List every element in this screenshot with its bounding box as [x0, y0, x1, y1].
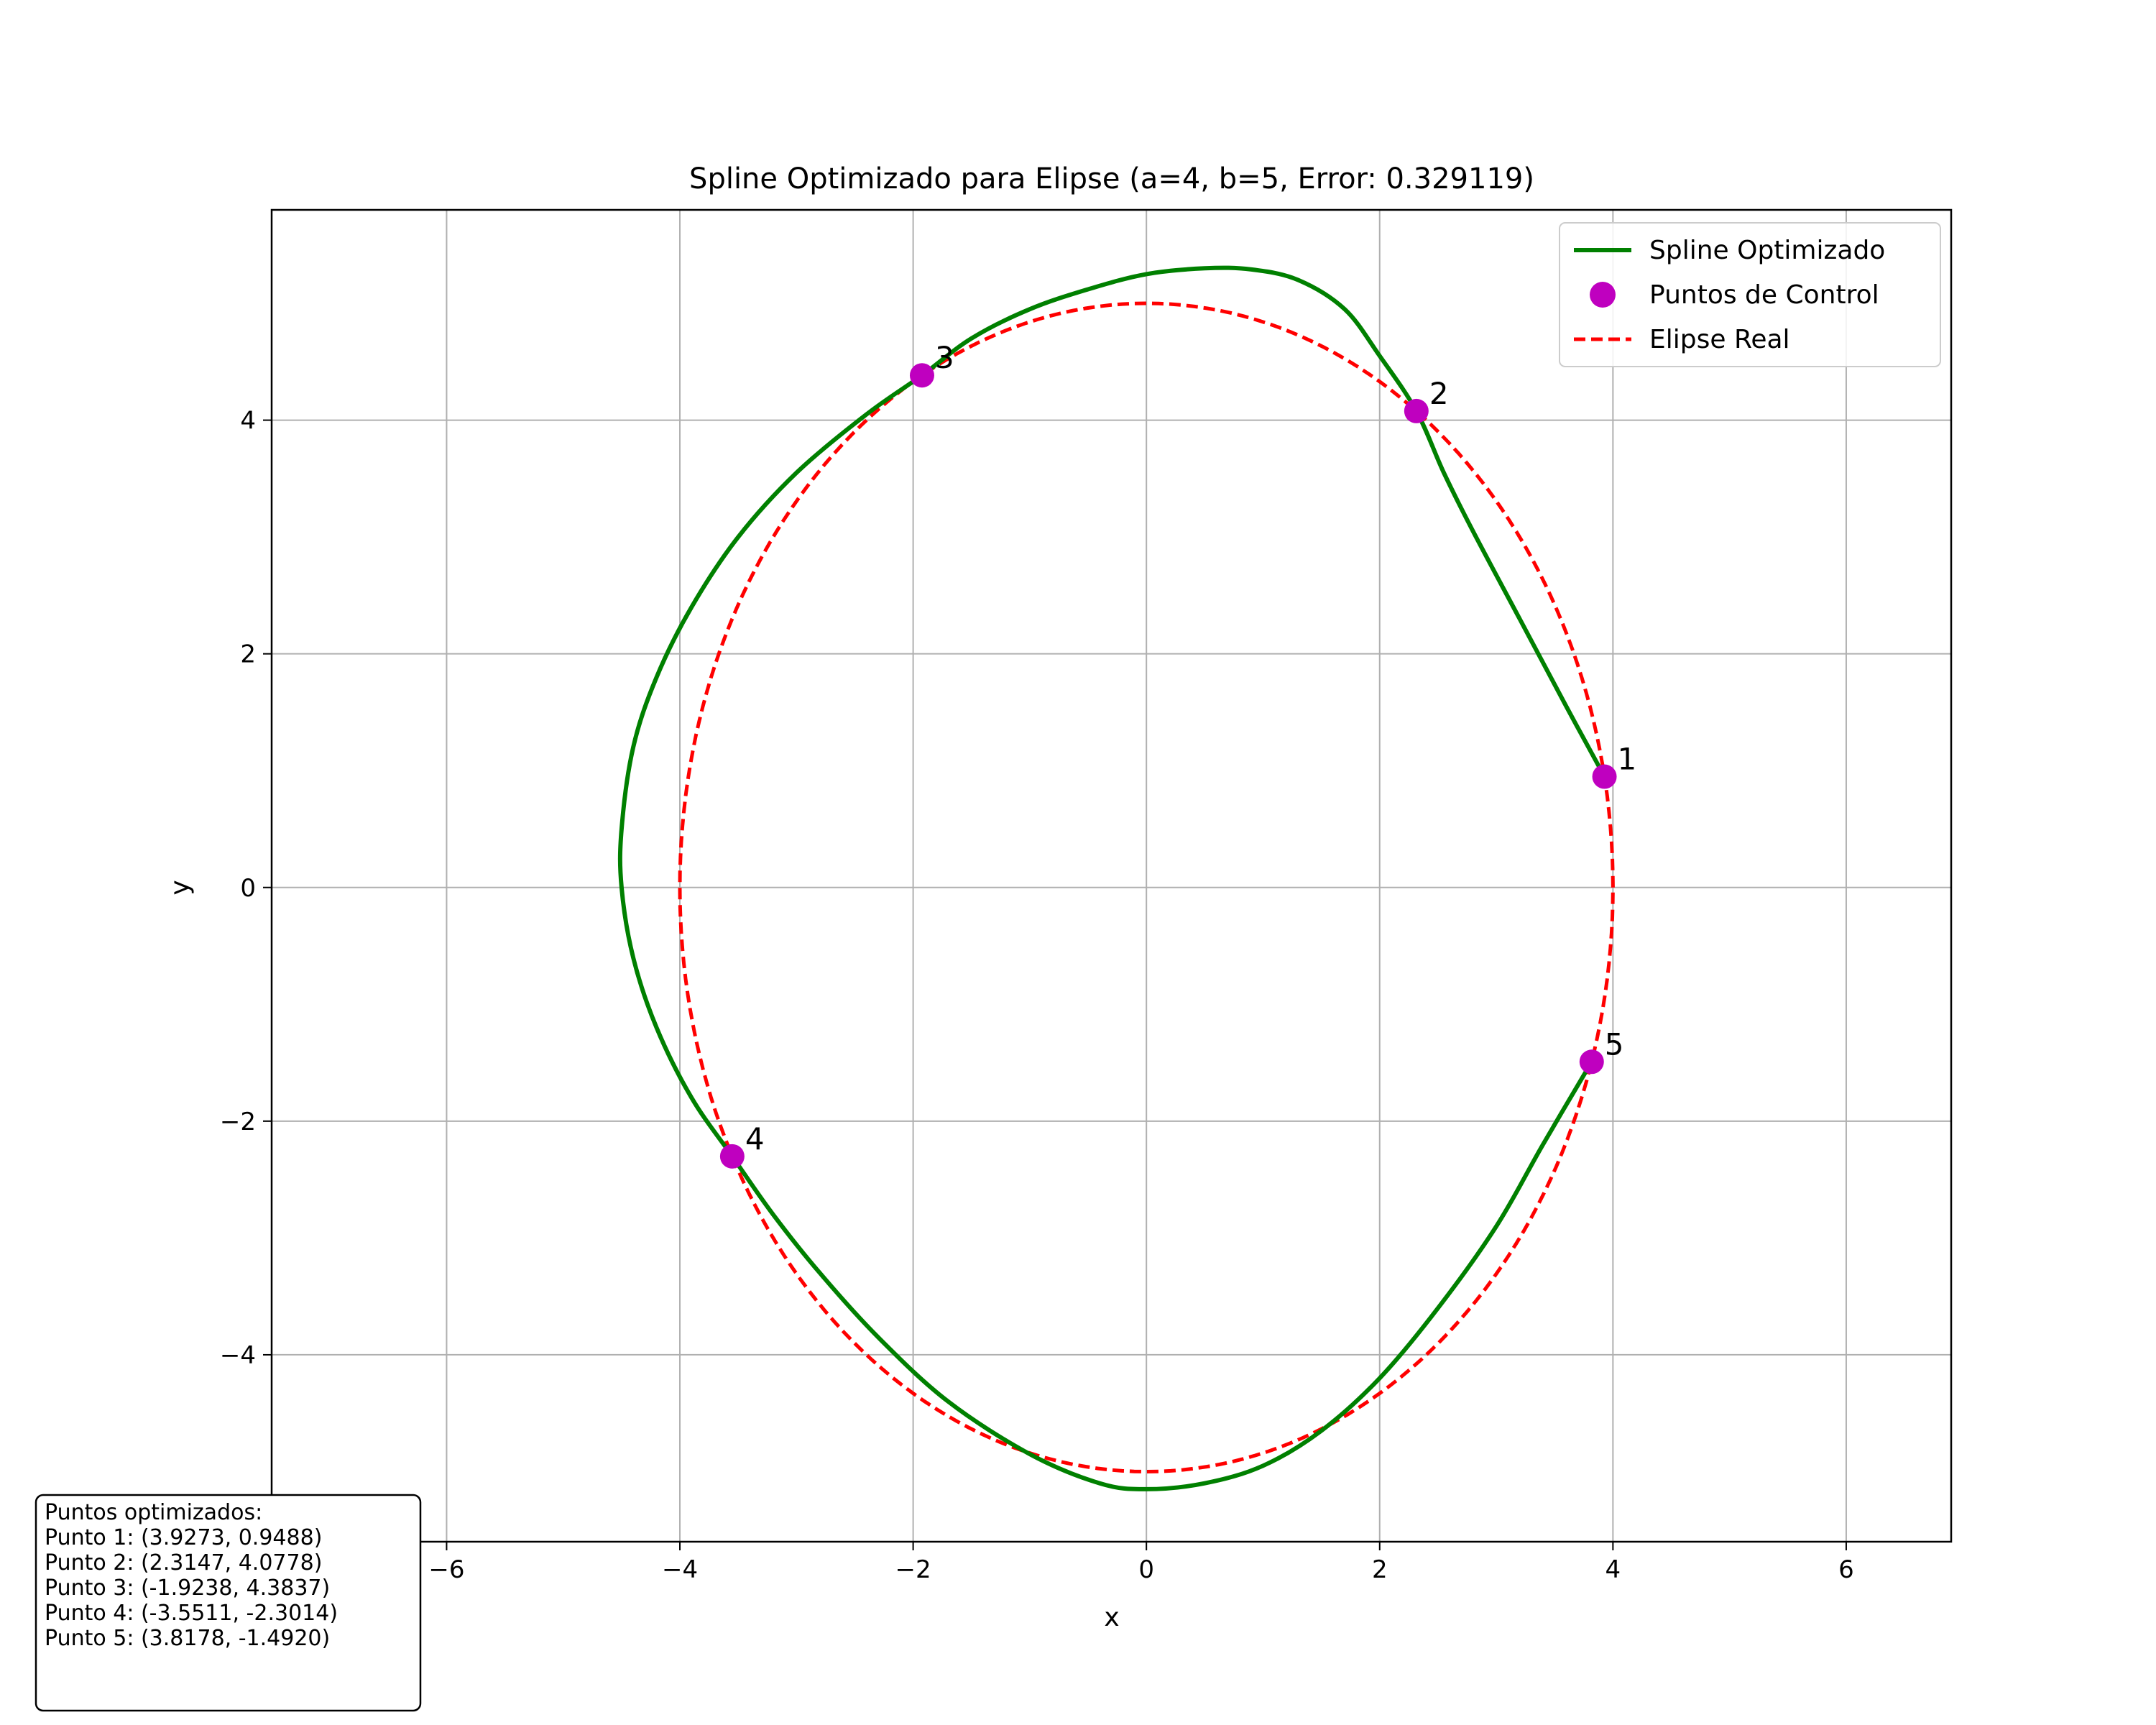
- y-tick-label-0: −4: [220, 1341, 256, 1370]
- info-box: Puntos optimizados: Punto 1: (3.9273, 0.…: [34, 1494, 422, 1712]
- legend-points-label: Puntos de Control: [1649, 280, 1879, 310]
- info-line-5: Punto 5: (3.8178, -1.4920): [45, 1626, 330, 1651]
- legend-spline-label: Spline Optimizado: [1649, 236, 1885, 265]
- control-point-label-4: 4: [745, 1121, 765, 1156]
- control-point-label-2: 2: [1429, 376, 1449, 411]
- x-tick-label-0: −6: [428, 1555, 464, 1584]
- control-point-label-1: 1: [1618, 742, 1637, 777]
- info-line-2: Punto 2: (2.3147, 4.0778): [45, 1550, 322, 1576]
- legend-points-swatch: [1590, 282, 1616, 308]
- plot-area: −6 −4 −2 0 2 4 6 −4 −2 0 2 4 1 2 3 4 5: [220, 208, 1953, 1584]
- x-axis-label: x: [1104, 1603, 1119, 1632]
- y-tick-label-2: 0: [240, 874, 256, 903]
- chart-title: Spline Optimizado para Elipse (a=4, b=5,…: [689, 162, 1534, 196]
- x-tick-label-2: −2: [895, 1555, 931, 1584]
- axes-frame: [270, 208, 1953, 1543]
- info-box-frame: [34, 1494, 422, 1712]
- info-line-3: Punto 3: (-1.9238, 4.3837): [45, 1576, 330, 1601]
- y-tick-label-1: −2: [220, 1108, 256, 1136]
- info-box-title: Puntos optimizados:: [45, 1500, 262, 1525]
- x-tick-label-5: 4: [1606, 1555, 1621, 1584]
- legend: Spline Optimizado Puntos de Control Elip…: [1559, 222, 1941, 367]
- control-point-2: [1404, 398, 1429, 423]
- y-tick-label-3: 2: [240, 640, 256, 669]
- info-line-1: Punto 1: (3.9273, 0.9488): [45, 1525, 322, 1550]
- control-point-5: [1579, 1049, 1604, 1075]
- x-tick-label-3: 0: [1138, 1555, 1154, 1584]
- spline-optimizado-line: [617, 265, 1607, 1491]
- legend-box: [1559, 222, 1941, 367]
- control-point-3: [909, 363, 934, 388]
- control-point-label-5: 5: [1605, 1026, 1624, 1062]
- control-point-1: [1592, 764, 1617, 789]
- control-point-label-3: 3: [935, 340, 954, 375]
- legend-ellipse-label: Elipse Real: [1649, 325, 1790, 354]
- control-point-4: [719, 1144, 745, 1169]
- x-tick-label-6: 6: [1838, 1555, 1854, 1584]
- x-tick-label-4: 2: [1372, 1555, 1388, 1584]
- x-tick-label-1: −4: [662, 1555, 698, 1584]
- y-axis-label: y: [165, 880, 195, 895]
- ellipse-real-line: [678, 301, 1615, 1474]
- info-line-4: Punto 4: (-3.5511, -2.3014): [45, 1601, 338, 1626]
- y-tick-label-4: 4: [240, 407, 256, 436]
